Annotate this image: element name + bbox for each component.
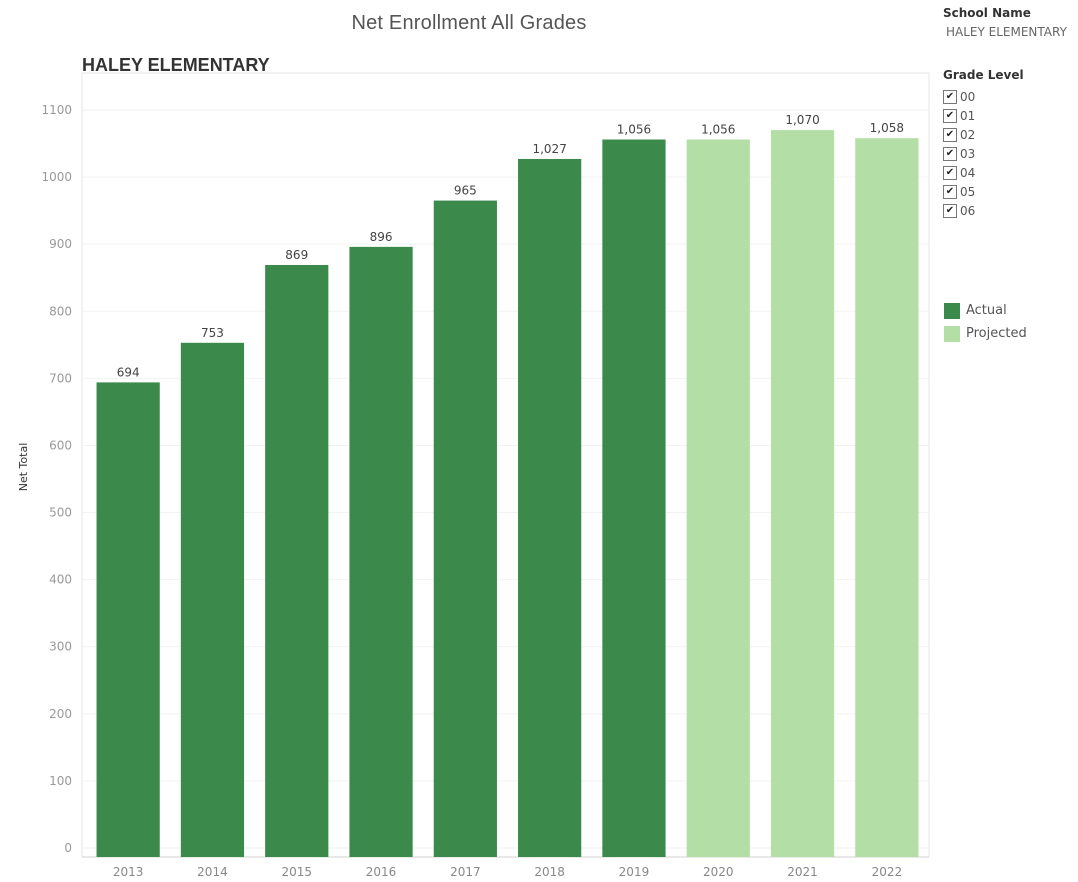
grade-level-label: 05 xyxy=(960,185,976,200)
x-tick-label: 2016 xyxy=(366,865,397,879)
data-label-2020: 1,056 xyxy=(701,123,735,137)
data-label-2015: 869 xyxy=(285,248,308,262)
legend-label: Projected xyxy=(966,326,1027,341)
grade-level-option-01[interactable]: ✔ 01 xyxy=(943,106,975,125)
grade-level-label: 00 xyxy=(960,89,976,104)
y-axis-ticks: 0 100 200 300 400 500 600 700 800 900 1000 1100 xyxy=(41,103,72,855)
x-axis-ticks: 2013 2014 2015 2016 2017 2018 2019 2020 2021 2022 xyxy=(113,865,902,879)
y-tick-label: 1100 xyxy=(41,103,72,117)
school-name-heading: School Name xyxy=(943,6,1031,20)
checkbox-02[interactable]: ✔ xyxy=(943,127,957,142)
x-tick-label: 2020 xyxy=(703,865,734,879)
bar-2015[interactable] xyxy=(265,264,329,858)
x-tick-label: 2021 xyxy=(787,865,818,879)
checkmark-icon: ✔ xyxy=(945,109,955,121)
checkmark-icon: ✔ xyxy=(945,186,955,198)
checkbox-01[interactable]: ✔ xyxy=(943,108,957,123)
bar-2017[interactable] xyxy=(433,200,497,857)
data-label-2016: 896 xyxy=(370,230,393,244)
checkmark-icon: ✔ xyxy=(945,205,955,217)
grade-level-filter: ✔ 00 ✔ 01 ✔ 02 ✔ 03 ✔ 04 ✔ 05 ✔ 06 xyxy=(943,87,975,221)
bar-2020[interactable] xyxy=(686,139,750,857)
y-axis-label: Net Total xyxy=(17,443,30,492)
bar-2022[interactable] xyxy=(855,138,919,858)
y-tick-label: 800 xyxy=(49,304,72,318)
grade-level-option-05[interactable]: ✔ 05 xyxy=(943,182,975,201)
chart-subtitle: HALEY ELEMENTARY xyxy=(82,55,270,75)
data-label-2014: 753 xyxy=(201,326,224,340)
data-label-2017: 965 xyxy=(454,184,477,198)
data-label-2019: 1,056 xyxy=(617,123,651,137)
data-label-2018: 1,027 xyxy=(532,142,566,156)
bar-2013[interactable] xyxy=(96,382,160,857)
x-tick-label: 2013 xyxy=(113,865,144,879)
legend: Actual Projected xyxy=(944,299,1027,345)
x-tick-label: 2015 xyxy=(281,865,312,879)
x-tick-label: 2022 xyxy=(872,865,903,879)
grade-level-heading: Grade Level xyxy=(943,68,1024,82)
x-tick-label: 2018 xyxy=(534,865,565,879)
x-tick-label: 2014 xyxy=(197,865,228,879)
grade-level-label: 01 xyxy=(960,108,976,123)
bar-2021[interactable] xyxy=(770,130,835,858)
grade-level-option-03[interactable]: ✔ 03 xyxy=(943,144,975,163)
bar-2014[interactable] xyxy=(180,342,245,858)
data-labels: 694 753 869 896 965 1,027 1,056 1,056 1,070 1,058 xyxy=(117,113,904,379)
checkmark-icon: ✔ xyxy=(945,166,955,178)
grade-level-label: 04 xyxy=(960,165,976,180)
checkbox-06[interactable]: ✔ xyxy=(943,204,957,219)
checkbox-05[interactable]: ✔ xyxy=(943,185,957,200)
bars xyxy=(96,130,919,858)
y-tick-label: 1000 xyxy=(41,170,72,184)
checkbox-03[interactable]: ✔ xyxy=(943,146,957,161)
y-tick-label: 0 xyxy=(64,841,72,855)
grade-level-option-02[interactable]: ✔ 02 xyxy=(943,125,975,144)
grade-level-label: 06 xyxy=(960,204,976,219)
checkbox-04[interactable]: ✔ xyxy=(943,165,957,180)
y-tick-label: 600 xyxy=(49,438,72,452)
legend-item-projected[interactable]: Projected xyxy=(944,322,1027,345)
grade-level-option-06[interactable]: ✔ 06 xyxy=(943,202,975,221)
checkmark-icon: ✔ xyxy=(945,90,955,102)
legend-swatch xyxy=(944,325,960,342)
legend-swatch xyxy=(944,302,960,319)
legend-item-actual[interactable]: Actual xyxy=(944,299,1027,322)
y-tick-label: 200 xyxy=(49,707,72,721)
y-tick-label: 700 xyxy=(49,371,72,385)
grade-level-label: 03 xyxy=(960,146,976,161)
grade-level-option-04[interactable]: ✔ 04 xyxy=(943,163,975,182)
data-label-2021: 1,070 xyxy=(785,113,819,127)
grade-level-option-00[interactable]: ✔ 00 xyxy=(943,87,975,106)
x-tick-label: 2019 xyxy=(619,865,650,879)
bar-2016[interactable] xyxy=(349,246,413,857)
checkmark-icon: ✔ xyxy=(945,128,955,140)
data-label-2013: 694 xyxy=(117,365,140,379)
checkbox-00[interactable]: ✔ xyxy=(943,89,957,104)
x-tick-label: 2017 xyxy=(450,865,481,879)
y-tick-label: 900 xyxy=(49,237,72,251)
y-tick-label: 100 xyxy=(49,774,72,788)
data-label-2022: 1,058 xyxy=(870,121,904,135)
page-title: Net Enrollment All Grades xyxy=(351,12,587,34)
y-tick-label: 500 xyxy=(49,506,72,520)
school-name-value[interactable]: HALEY ELEMENTARY xyxy=(946,25,1067,39)
grade-level-label: 02 xyxy=(960,127,976,142)
checkmark-icon: ✔ xyxy=(945,147,955,159)
bar-2019[interactable] xyxy=(602,139,666,857)
bar-2018[interactable] xyxy=(518,158,582,857)
y-tick-label: 400 xyxy=(49,573,72,587)
y-tick-label: 300 xyxy=(49,640,72,654)
legend-label: Actual xyxy=(966,303,1007,318)
bar-chart: HALEY ELEMENTARY 0 100 200 300 400 500 600 700 8… xyxy=(17,55,930,879)
